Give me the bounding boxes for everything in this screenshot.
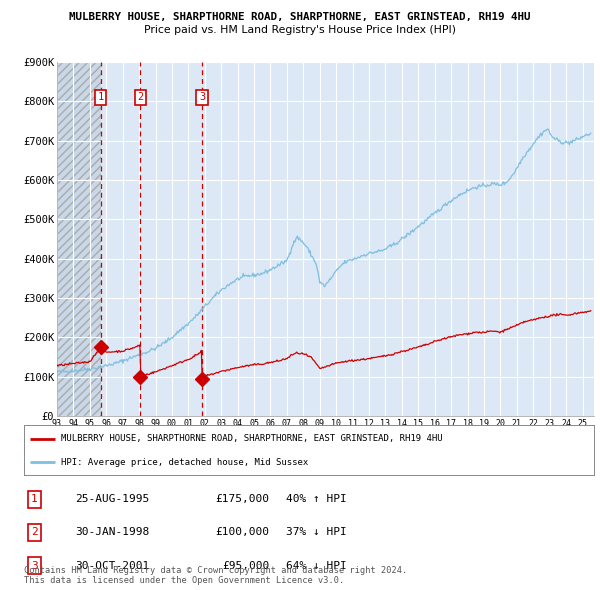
Text: MULBERRY HOUSE, SHARPTHORNE ROAD, SHARPTHORNE, EAST GRINSTEAD, RH19 4HU: MULBERRY HOUSE, SHARPTHORNE ROAD, SHARPT… xyxy=(61,434,443,443)
Text: 37% ↓ HPI: 37% ↓ HPI xyxy=(286,527,347,537)
Text: 30-JAN-1998: 30-JAN-1998 xyxy=(76,527,149,537)
Text: 64% ↓ HPI: 64% ↓ HPI xyxy=(286,560,347,571)
Text: £95,000: £95,000 xyxy=(222,560,269,571)
Text: HPI: Average price, detached house, Mid Sussex: HPI: Average price, detached house, Mid … xyxy=(61,458,308,467)
Text: MULBERRY HOUSE, SHARPTHORNE ROAD, SHARPTHORNE, EAST GRINSTEAD, RH19 4HU: MULBERRY HOUSE, SHARPTHORNE ROAD, SHARPT… xyxy=(69,12,531,22)
Text: £175,000: £175,000 xyxy=(215,494,269,504)
Text: £100,000: £100,000 xyxy=(215,527,269,537)
Text: 40% ↑ HPI: 40% ↑ HPI xyxy=(286,494,347,504)
Text: Contains HM Land Registry data © Crown copyright and database right 2024.
This d: Contains HM Land Registry data © Crown c… xyxy=(24,566,407,585)
Text: 25-AUG-1995: 25-AUG-1995 xyxy=(76,494,149,504)
Text: 3: 3 xyxy=(31,560,38,571)
Text: 3: 3 xyxy=(199,93,205,102)
Bar xyxy=(57,62,101,416)
Text: 2: 2 xyxy=(31,527,38,537)
Text: Price paid vs. HM Land Registry's House Price Index (HPI): Price paid vs. HM Land Registry's House … xyxy=(144,25,456,35)
Text: 2: 2 xyxy=(137,93,143,102)
Text: 1: 1 xyxy=(97,93,104,102)
Text: 1: 1 xyxy=(31,494,38,504)
Text: 30-OCT-2001: 30-OCT-2001 xyxy=(76,560,149,571)
